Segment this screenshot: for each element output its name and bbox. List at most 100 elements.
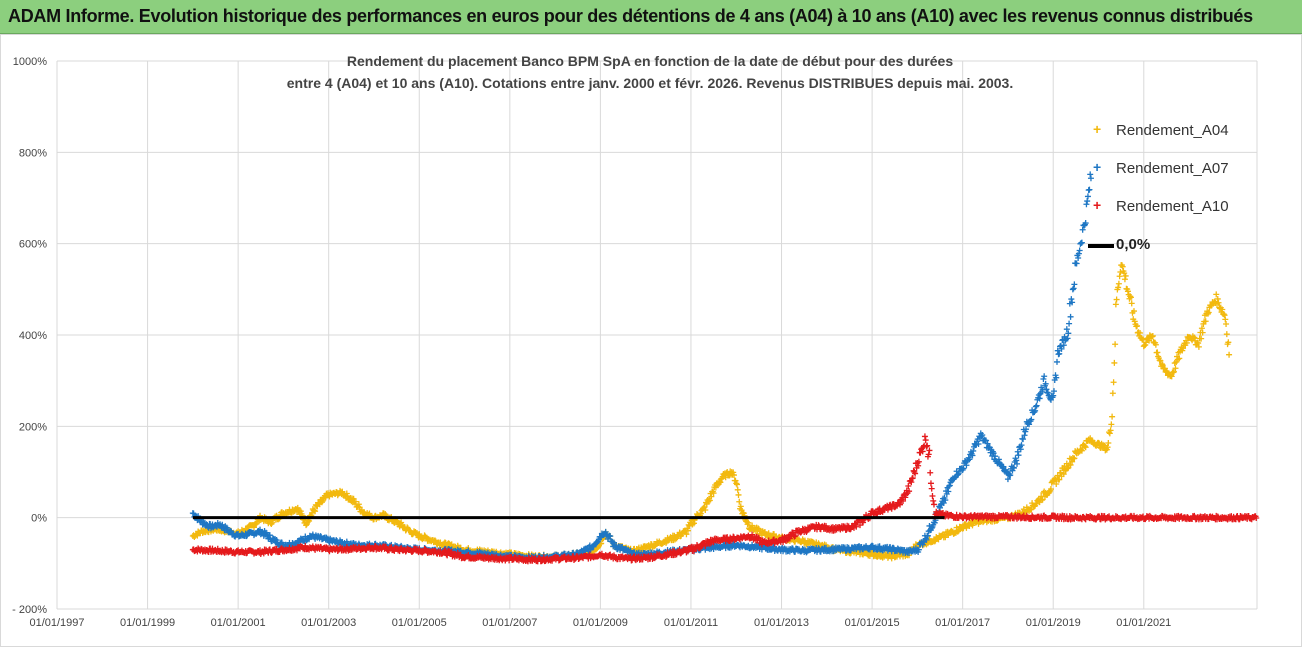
data-point-a07 — [1031, 408, 1038, 415]
data-point-a10 — [919, 448, 926, 455]
x-tick-label: 01/01/2009 — [573, 617, 628, 629]
data-point-a04 — [1223, 320, 1230, 327]
data-point-a07 — [1017, 446, 1024, 453]
data-point-a07 — [942, 497, 949, 504]
data-point-a04 — [1122, 272, 1129, 279]
data-point-a07 — [1032, 403, 1039, 410]
data-point-a04 — [1056, 476, 1063, 483]
data-point-a04 — [1199, 329, 1206, 336]
data-point-a04 — [684, 527, 691, 534]
data-point-a10 — [444, 552, 451, 559]
legend-label-a10: Rendement_A10 — [1116, 198, 1229, 215]
data-point-a04 — [1149, 332, 1156, 339]
data-point-a04 — [1130, 308, 1137, 315]
data-point-a10 — [924, 442, 931, 449]
data-point-a07 — [1075, 250, 1082, 257]
data-point-a07 — [1050, 388, 1057, 395]
data-point-a04 — [1124, 288, 1131, 295]
data-point-a04 — [1112, 301, 1119, 308]
data-point-a04 — [1081, 443, 1088, 450]
data-point-a10 — [897, 501, 904, 508]
data-point-a07 — [1050, 392, 1057, 399]
x-tick-label: 01/01/2005 — [392, 617, 447, 629]
data-point-a04 — [1127, 293, 1134, 300]
data-point-a04 — [441, 539, 448, 546]
data-point-a04 — [1223, 331, 1230, 338]
data-point-a10 — [908, 479, 915, 486]
y-tick-label: 800% — [19, 147, 47, 159]
data-point-a10 — [847, 526, 854, 533]
data-point-a07 — [1073, 260, 1080, 267]
data-point-a04 — [1117, 268, 1124, 275]
data-point-a04 — [734, 486, 741, 493]
data-point-a07 — [1023, 426, 1030, 433]
data-point-a04 — [352, 498, 359, 505]
data-point-a04 — [1172, 365, 1179, 372]
legend-line-zero — [1088, 244, 1114, 248]
data-point-a04 — [1219, 306, 1226, 313]
data-point-a07 — [969, 452, 976, 459]
data-point-a04 — [1198, 335, 1205, 342]
data-point-a04 — [1111, 359, 1118, 366]
data-point-a10 — [302, 542, 309, 549]
data-point-a07 — [580, 549, 587, 556]
data-point-a10 — [912, 470, 919, 477]
data-point-a04 — [1183, 339, 1190, 346]
data-point-a07 — [1068, 296, 1075, 303]
data-point-a04 — [1067, 461, 1074, 468]
data-point-a07 — [984, 440, 991, 447]
data-point-a07 — [1064, 335, 1071, 342]
data-point-a04 — [1134, 322, 1140, 329]
legend-marker-a10: + — [1093, 197, 1102, 213]
data-point-a07 — [915, 546, 922, 553]
data-point-a07 — [1036, 395, 1043, 402]
data-point-a04 — [697, 510, 704, 517]
data-point-a10 — [923, 443, 930, 450]
x-tick-label: 01/01/1999 — [120, 617, 175, 629]
data-point-a07 — [924, 532, 931, 539]
data-point-a07 — [1070, 285, 1077, 292]
chart-title-line2: entre 4 (A04) et 10 ans (A10). Cotations… — [286, 75, 1014, 91]
data-point-a10 — [905, 482, 912, 489]
data-point-a10 — [927, 480, 934, 487]
data-point-a04 — [1205, 309, 1212, 316]
data-point-a04 — [268, 521, 275, 528]
data-point-a07 — [1015, 452, 1022, 459]
data-point-a04 — [343, 490, 350, 497]
data-point-a04 — [1069, 458, 1076, 465]
data-point-a04 — [1220, 311, 1227, 318]
data-point-a04 — [366, 510, 373, 517]
data-point-a04 — [1119, 263, 1126, 270]
data-point-a10 — [927, 469, 934, 476]
data-point-a04 — [1101, 442, 1108, 449]
x-tick-label: 01/01/2017 — [935, 617, 990, 629]
data-point-a04 — [269, 519, 276, 526]
data-point-a07 — [1020, 436, 1027, 443]
data-point-a07 — [607, 533, 614, 540]
data-point-a07 — [1084, 193, 1091, 200]
data-point-a04 — [1154, 349, 1161, 356]
data-point-a07 — [223, 524, 230, 531]
data-point-a04 — [955, 528, 962, 535]
banner: ADAM Informe. Evolution historique des p… — [0, 0, 1302, 34]
data-point-a07 — [1065, 330, 1072, 337]
data-point-a04 — [683, 531, 690, 538]
y-tick-label: 1000% — [13, 56, 47, 68]
data-point-a04 — [1064, 465, 1071, 472]
data-point-a04 — [1115, 284, 1122, 291]
data-point-a10 — [929, 493, 936, 500]
legend-label-a07: Rendement_A07 — [1116, 160, 1229, 177]
data-point-a10 — [906, 488, 913, 495]
data-point-a07 — [1083, 201, 1090, 208]
data-point-a07 — [966, 456, 973, 463]
data-point-a07 — [1014, 460, 1020, 467]
data-point-a04 — [1078, 446, 1085, 453]
data-point-a10 — [925, 451, 932, 458]
data-point-a04 — [1202, 318, 1209, 325]
data-point-a04 — [702, 507, 709, 514]
data-point-a07 — [890, 544, 897, 551]
data-point-a07 — [627, 547, 634, 554]
data-point-a07 — [1028, 416, 1035, 423]
data-point-a10 — [853, 523, 860, 530]
data-point-a04 — [315, 500, 322, 507]
